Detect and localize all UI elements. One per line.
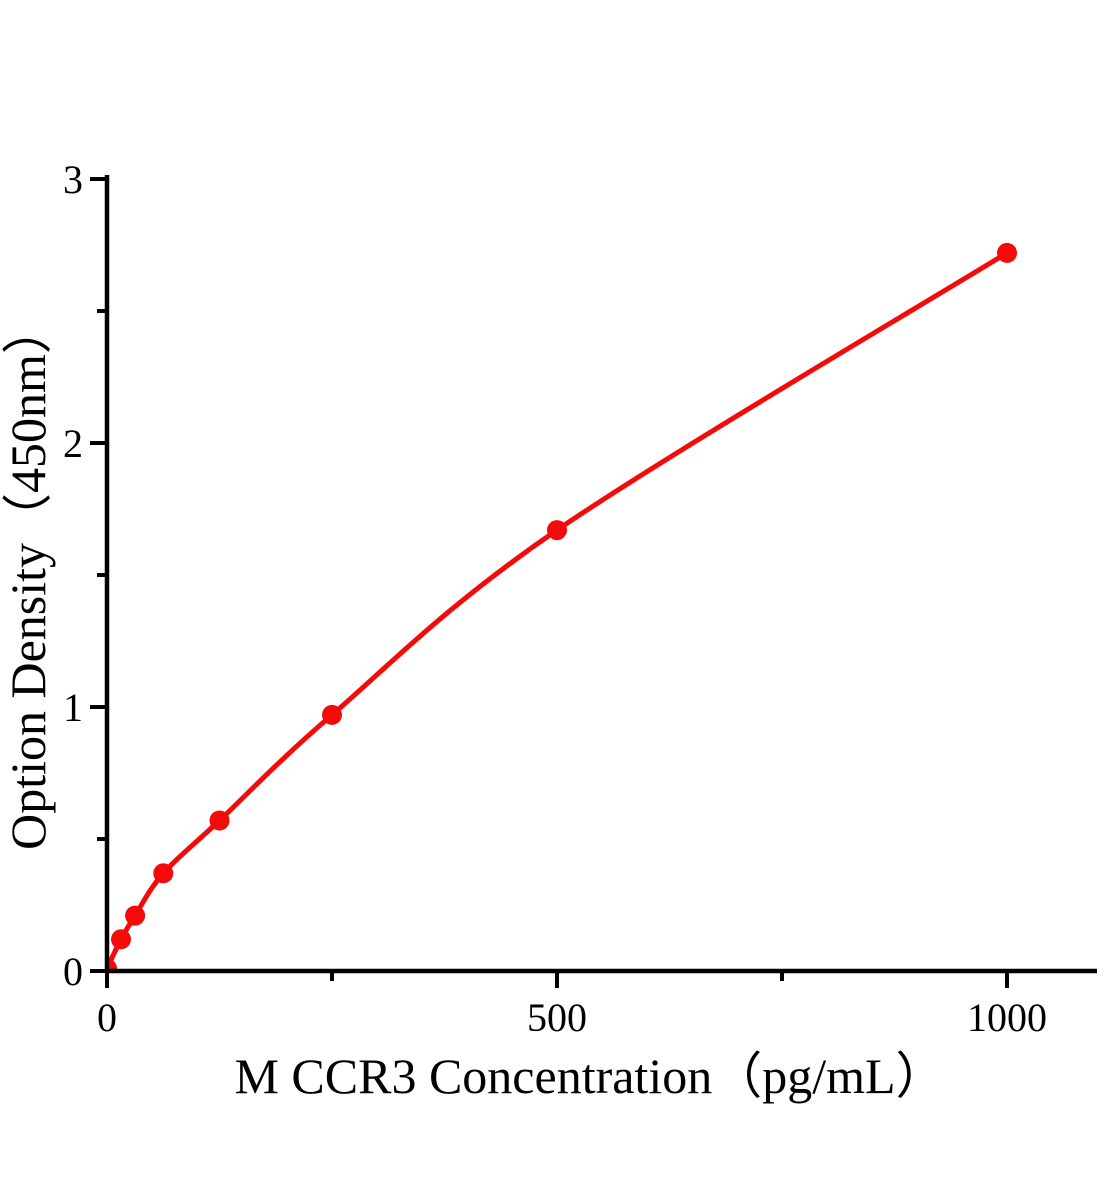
data-point-marker bbox=[547, 520, 567, 541]
data-point-marker bbox=[209, 810, 230, 831]
x-tick-label: 500 bbox=[527, 995, 587, 1040]
data-point-marker bbox=[997, 242, 1017, 263]
data-point-marker bbox=[125, 905, 146, 926]
data-point-marker bbox=[107, 958, 117, 971]
data-point-marker bbox=[322, 704, 342, 725]
y-tick-label: 0 bbox=[63, 949, 83, 994]
y-tick-label: 3 bbox=[63, 157, 83, 202]
y-tick-label: 1 bbox=[63, 685, 83, 730]
x-tick-label: 1000 bbox=[967, 995, 1047, 1040]
data-point-marker bbox=[111, 929, 131, 950]
standard-curve-line bbox=[107, 250, 1010, 971]
data-point-marker bbox=[153, 863, 174, 884]
x-tick-label: 0 bbox=[97, 995, 117, 1040]
y-axis-title: Option Density（450nm） bbox=[0, 304, 56, 850]
x-axis-title: M CCR3 Concentration（pg/mL） bbox=[234, 1048, 945, 1104]
y-tick-label: 2 bbox=[63, 421, 83, 466]
axes-layer bbox=[90, 175, 1097, 988]
axis-lines bbox=[104, 175, 1097, 974]
data-series-layer bbox=[107, 242, 1017, 971]
tick-label-layer: 0 500 1000 0 1 2 3 bbox=[63, 157, 1047, 1040]
